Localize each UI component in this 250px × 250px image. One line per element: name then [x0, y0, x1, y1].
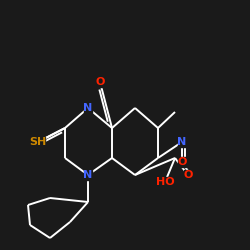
Bar [178, 157, 186, 167]
Text: HO: HO [156, 177, 174, 187]
Text: O: O [177, 157, 187, 167]
Bar [84, 170, 92, 180]
Bar [184, 170, 192, 180]
Bar [31, 137, 45, 147]
Text: O: O [183, 170, 193, 180]
Text: O: O [95, 77, 105, 87]
Text: N: N [84, 103, 92, 113]
Bar [84, 103, 92, 113]
Bar [178, 137, 186, 147]
Text: SH: SH [30, 137, 46, 147]
Text: N: N [84, 170, 92, 180]
Bar [96, 77, 104, 87]
Bar [158, 177, 172, 187]
Text: N: N [178, 137, 186, 147]
